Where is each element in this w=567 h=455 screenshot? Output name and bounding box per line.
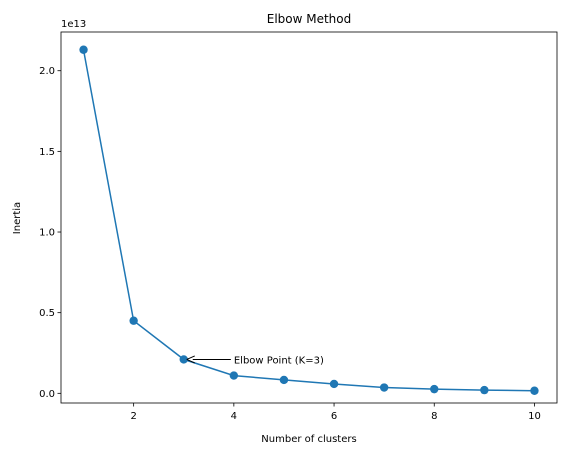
data-point: [379, 383, 389, 392]
series-line: [82, 49, 535, 392]
chart-title: Elbow Method: [267, 12, 352, 26]
data-point: [480, 385, 489, 395]
y-tick-label: 0.0: [39, 389, 55, 400]
y-offset-label: 1e13: [61, 19, 86, 30]
data-point: [129, 316, 138, 325]
data-point: [279, 375, 289, 385]
data-point: [79, 45, 88, 54]
annotation-label: Elbow Point (K=3): [234, 355, 324, 366]
annotation-arrow-head: [186, 355, 195, 364]
x-axis-label: Number of clusters: [261, 434, 356, 445]
y-axis-label: Inertia: [12, 202, 23, 234]
y-tick-label: 2.0: [39, 66, 55, 77]
x-tick-label: 4: [231, 411, 237, 422]
x-tick-label: 2: [130, 411, 136, 422]
y-tick-label: 1.5: [39, 147, 55, 158]
plot-area: 2 4 6 8 10 0.0 0.5 1.0 1.5 2.0 Elbow Point (K=3): [39, 45, 541, 422]
data-point: [530, 386, 539, 395]
data-point: [179, 355, 188, 364]
data-point: [229, 371, 239, 380]
data-point: [329, 379, 339, 389]
plot-frame: [60, 31, 558, 404]
y-tick-label: 1.0: [39, 228, 55, 239]
x-tick-label: 8: [431, 411, 437, 422]
x-tick-label: 10: [528, 411, 541, 422]
data-point: [430, 384, 439, 394]
y-tick-label: 0.5: [39, 308, 55, 319]
x-tick-label: 6: [331, 411, 337, 422]
